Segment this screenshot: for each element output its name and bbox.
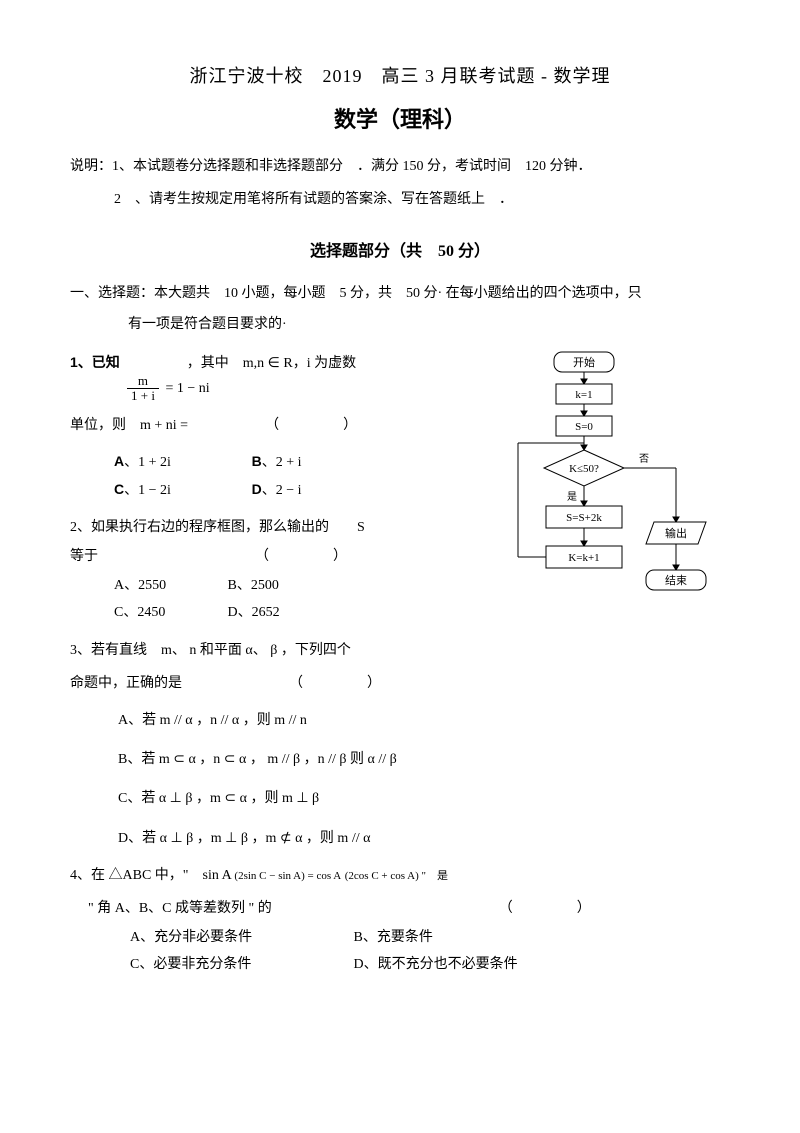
svg-text:K≤50?: K≤50? [569, 463, 599, 475]
q4-paren: （ ） [499, 896, 603, 921]
q4-option-c: C、必要非充分条件 [130, 952, 350, 977]
q1-paren: （ ） [265, 413, 369, 438]
q4-l1b: (2sin C − sin A) = cos A [234, 870, 341, 882]
q3-option-d: D、若 α ⊥ β ，m ⊥ β ，m ⊄ α ，则 m // α [118, 826, 730, 851]
q2-option-c: C、2450 [114, 600, 224, 625]
q3-option-a: A、若 m // α ，n // α ，则 m // n [118, 708, 730, 733]
q1-prefix: 1、已知 [70, 356, 120, 371]
svg-text:k=1: k=1 [575, 389, 592, 401]
q3-line2: 命题中，正确的是 [70, 676, 182, 691]
question-3: 3、若有直线 m、 n 和平面 α、 β ，下列四个 命题中，正确的是 （ ） … [70, 638, 730, 851]
q2-paren: （ ） [255, 544, 359, 569]
svg-text:否: 否 [639, 453, 649, 465]
q3-option-b: B、若 m ⊂ α ，n ⊂ α ， m // β ，n // β 则 α //… [118, 747, 730, 772]
question-4: 4、在 △ABC 中，" sin A (2sin C − sin A) = co… [70, 863, 730, 978]
svg-text:S=0: S=0 [575, 421, 593, 433]
q1-unit: 单位，则 m + ni = [70, 418, 188, 433]
svg-text:开始: 开始 [573, 355, 595, 369]
instruction-line-2: 2 、请考生按规定用笔将所有试题的答案涂、写在答题纸上 ． [70, 187, 730, 212]
svg-text:是: 是 [567, 491, 577, 503]
q1-fraction: m 1 + i [127, 374, 159, 404]
q2-line1: 2、如果执行右边的程序框图，那么输出的 S [70, 515, 440, 540]
q3-option-c: C、若 α ⊥ β ，m ⊂ α ，则 m ⊥ β [118, 786, 730, 811]
q1-option-b: B、2 + i [252, 449, 386, 475]
q1-mid: ，其中 m,n ∈ R，i 为虚数 [187, 356, 356, 371]
svg-text:结束: 结束 [665, 574, 687, 587]
q1-option-a: A、1 + 2i [114, 449, 248, 475]
question-1: 1、已知 ，其中 m,n ∈ R，i 为虚数 m 1 + i = 1 − ni … [70, 350, 440, 503]
q2-option-b: B、2500 [228, 573, 338, 598]
q3-paren: （ ） [289, 671, 393, 696]
section-intro-1: 一、选择题：本大题共 10 小题，每小题 5 分，共 50 分· 在每小题给出的… [70, 281, 730, 306]
q4-option-a: A、充分非必要条件 [130, 925, 350, 950]
q4-l1c: (2cos C + cos A) " 是 [345, 870, 448, 882]
svg-text:K=k+1: K=k+1 [568, 552, 599, 564]
section-intro-2: 有一项是符合题目要求的· [70, 312, 730, 337]
q3-line1: 3、若有直线 m、 n 和平面 α、 β ，下列四个 [70, 638, 730, 663]
exam-source-title: 浙江宁波十校 2019 高三 3 月联考试题 - 数学理 [70, 60, 730, 92]
subject-title: 数学（理科） [70, 100, 730, 140]
section-title: 选择题部分（共 50 分） [70, 238, 730, 267]
flowchart-diagram: 开始 k=1 S=0 K≤50? 是 否 [484, 350, 714, 640]
svg-text:S=S+2k: S=S+2k [566, 512, 602, 524]
svg-text:输出: 输出 [665, 526, 687, 540]
q1-option-c: C、1 − 2i [114, 477, 248, 503]
q4-l1a: 4、在 △ABC 中，" sin A [70, 868, 231, 883]
q1-option-d: D、2 − i [252, 477, 386, 503]
question-2: 2、如果执行右边的程序框图，那么输出的 S 等于 （ ） A、2550 B、25… [70, 515, 440, 626]
instruction-line-1: 说明：1、本试题卷分选择题和非选择题部分 ．满分 150 分，考试时间 120 … [70, 154, 730, 179]
q4-option-d: D、既不充分也不必要条件 [354, 952, 518, 977]
q1-eq: = 1 − ni [165, 381, 209, 396]
q4-l2: " 角 A、B、C 成等差数列 " 的 [88, 901, 272, 916]
q2-option-d: D、2652 [228, 600, 338, 625]
q2-line2: 等于 [70, 549, 98, 564]
q4-option-b: B、充要条件 [354, 925, 494, 950]
q2-option-a: A、2550 [114, 573, 224, 598]
